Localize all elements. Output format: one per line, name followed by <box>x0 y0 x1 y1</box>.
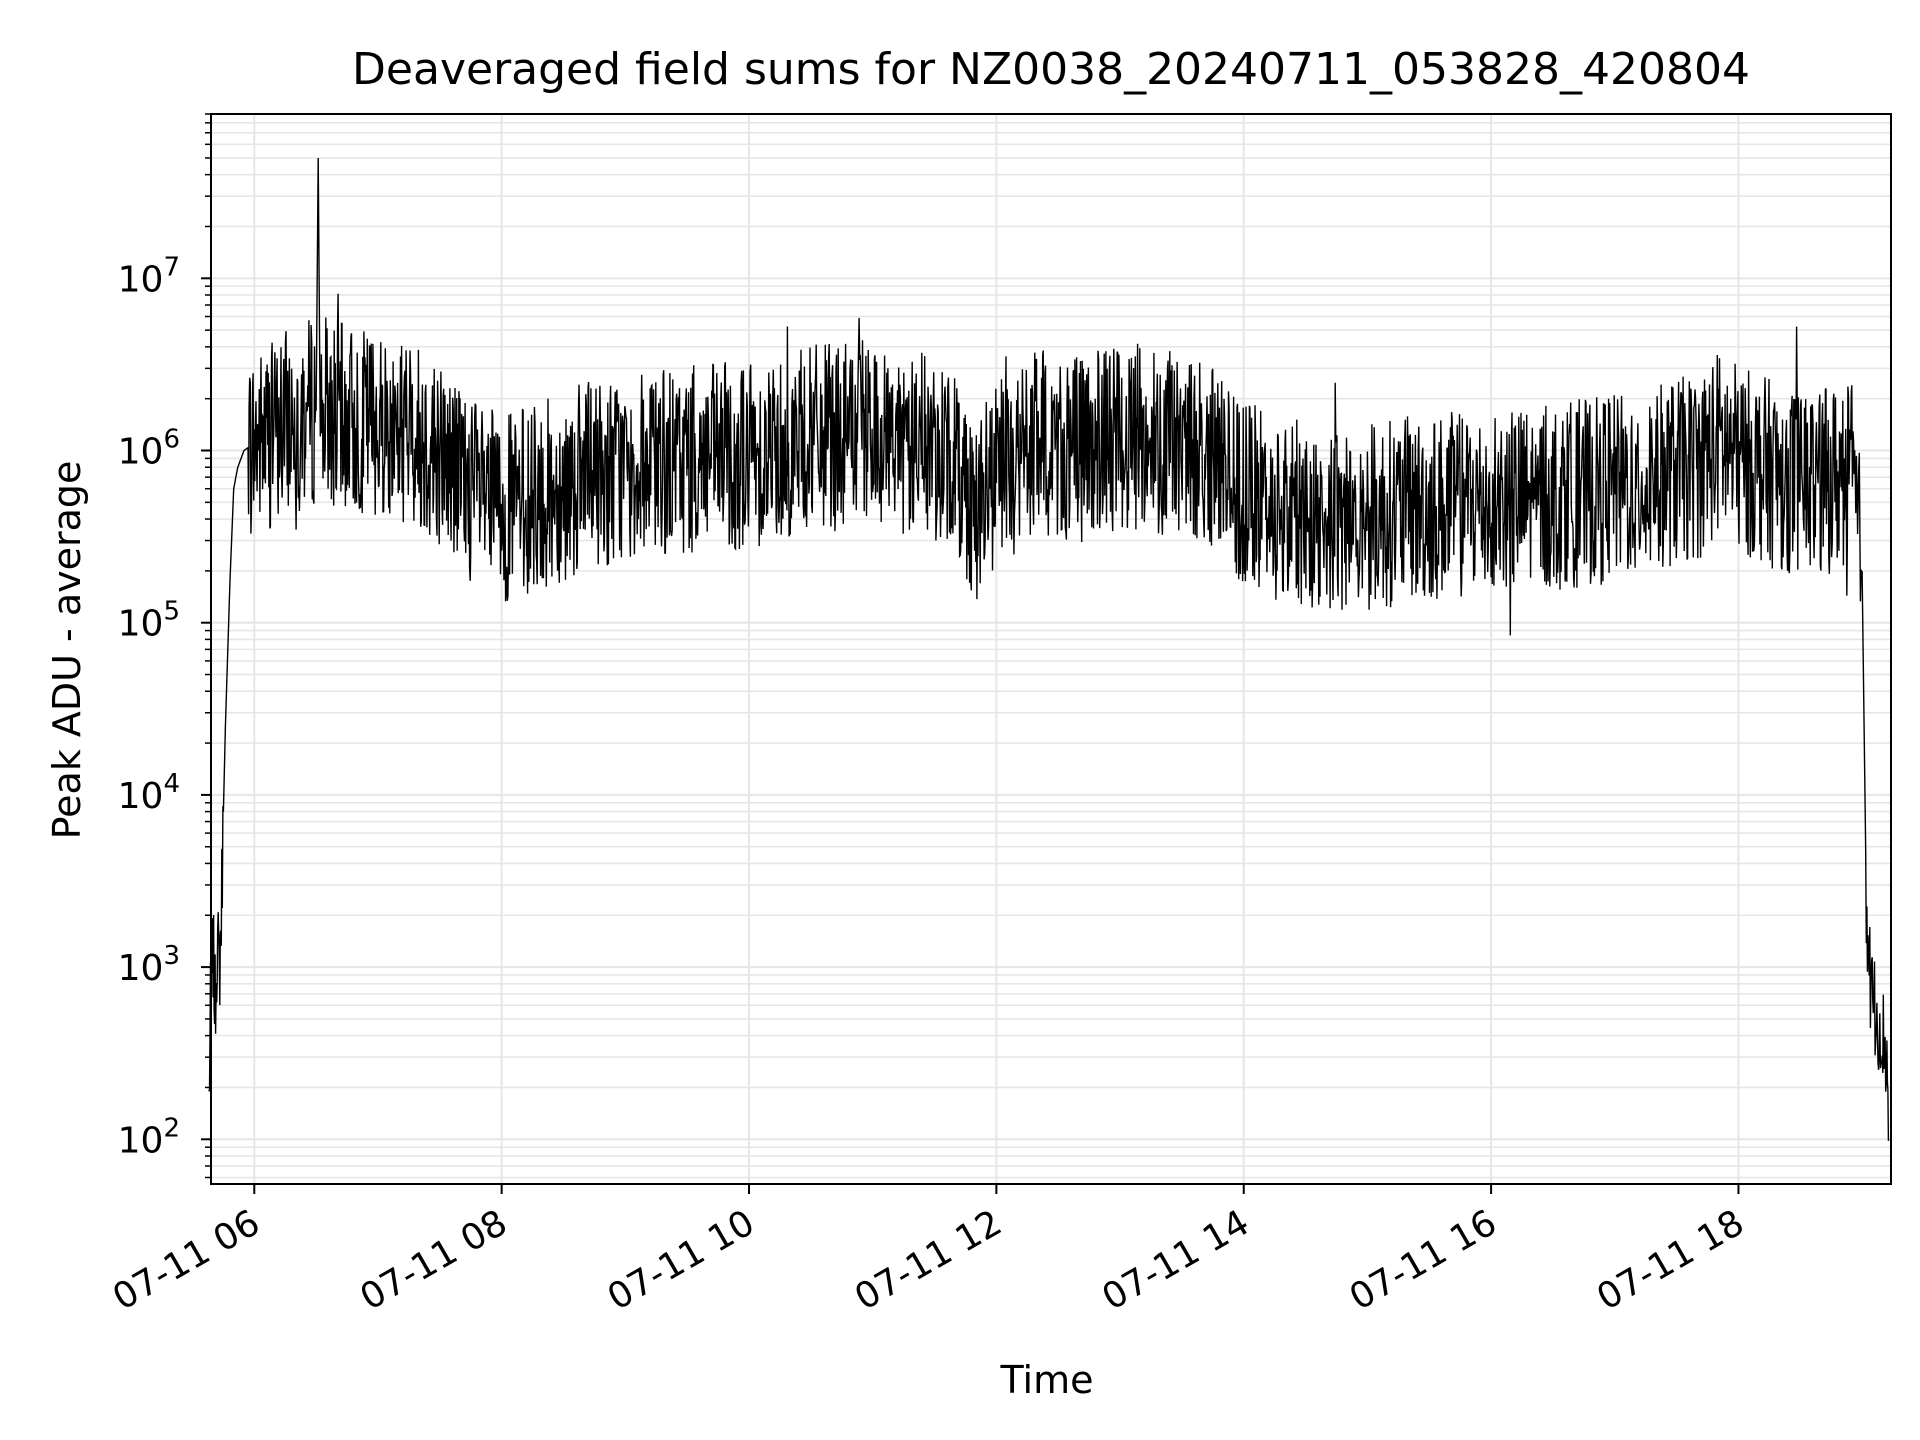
x-axis-label: Time <box>1000 1358 1094 1402</box>
chart-title: Deaveraged field sums for NZ0038_2024071… <box>352 44 1750 95</box>
y-tick-label: 103 <box>118 941 180 989</box>
x-tick-label: 07-11 14 <box>1096 1202 1257 1318</box>
series-line <box>208 157 1890 1141</box>
x-tick-label: 07-11 08 <box>353 1202 514 1318</box>
y-axis-label: Peak ADU - average <box>45 461 89 840</box>
x-tick-label: 07-11 18 <box>1590 1202 1751 1318</box>
x-tick-label: 07-11 10 <box>601 1202 762 1318</box>
x-tick-label: 07-11 12 <box>848 1202 1009 1318</box>
grid-lines <box>211 113 1891 1184</box>
y-tick-label: 102 <box>118 1113 180 1161</box>
y-tick-label: 107 <box>118 252 180 300</box>
x-tick-label: 07-11 16 <box>1343 1202 1504 1318</box>
y-tick-label: 105 <box>118 597 180 645</box>
x-tick-label: 07-11 06 <box>106 1202 267 1318</box>
y-tick-label: 104 <box>118 769 180 817</box>
series-path <box>208 157 1890 1141</box>
y-tick-label: 106 <box>118 425 180 473</box>
